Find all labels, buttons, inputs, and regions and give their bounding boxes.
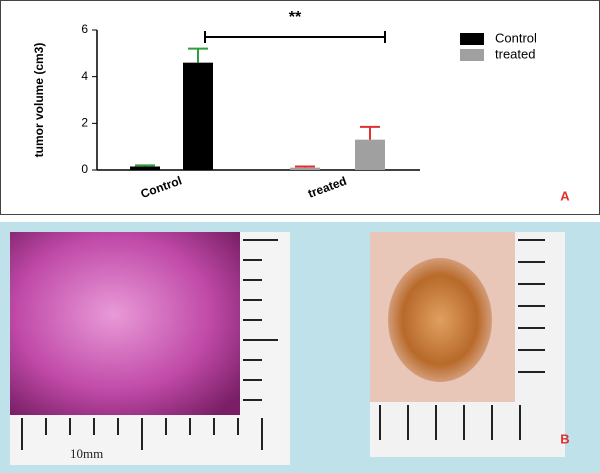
y-tick-label: 0 xyxy=(81,162,88,176)
bar xyxy=(183,62,213,170)
ruler xyxy=(515,232,565,402)
ruler xyxy=(10,415,290,465)
bar xyxy=(290,167,320,170)
annotation: ** xyxy=(289,9,302,26)
legend-swatch xyxy=(460,33,484,45)
legend-label: treated xyxy=(495,46,535,61)
y-axis-label: tumor volume (cm3) xyxy=(32,43,46,158)
bar xyxy=(130,166,160,170)
legend-label: Control xyxy=(495,30,537,45)
tumor-photo xyxy=(10,232,240,415)
wound xyxy=(388,258,492,382)
photo-panel: 10mm B xyxy=(0,222,600,473)
bar xyxy=(355,139,385,170)
y-tick-label: 4 xyxy=(81,69,88,83)
y-tick-label: 6 xyxy=(81,22,88,36)
panel-label: A xyxy=(560,188,570,203)
y-tick-label: 2 xyxy=(81,116,88,130)
panel-label: B xyxy=(560,431,569,446)
ruler xyxy=(240,232,290,415)
ruler xyxy=(370,402,565,457)
ruler-label: 10mm xyxy=(70,446,103,461)
legend-swatch xyxy=(460,49,484,61)
